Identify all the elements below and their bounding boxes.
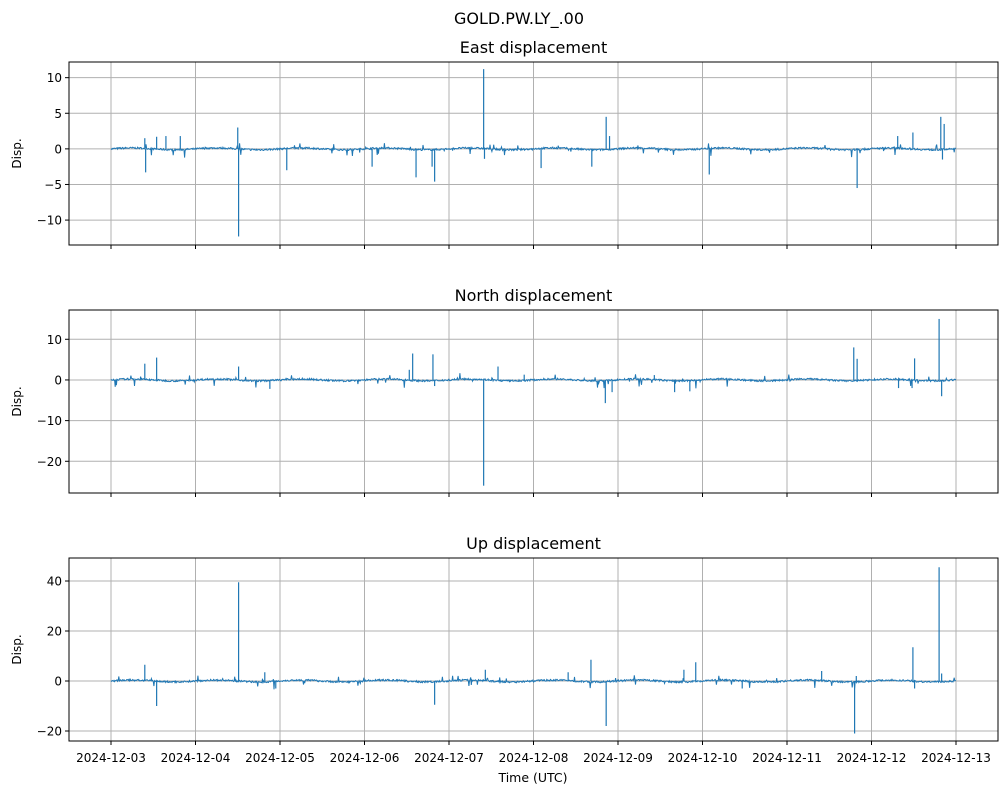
- y-tick-label: 0: [54, 142, 62, 156]
- x-tick-label: 2024-12-11: [752, 751, 822, 765]
- data-line: [110, 675, 957, 690]
- x-tick-label: 2024-12-07: [414, 751, 484, 765]
- y-tick-label: −20: [37, 455, 62, 469]
- y-tick-label: −20: [37, 725, 62, 739]
- y-tick-label: 5: [54, 107, 62, 121]
- axes-frame: [68, 557, 999, 742]
- y-axis-label: Disp.: [10, 634, 24, 664]
- axes-frame: [68, 61, 999, 246]
- panel-1: −20 −10 0 10 North displacement Disp.: [10, 286, 999, 497]
- data-line: [110, 373, 957, 389]
- y-tick-label: −10: [37, 214, 62, 228]
- y-tick-label: −5: [44, 178, 62, 192]
- y-tick-label: 40: [47, 575, 62, 589]
- y-tick-label: 0: [54, 675, 62, 689]
- panel-2: 2024-12-03 2024-12-04 2024-12-05 2024-12-06…: [10, 534, 999, 765]
- x-tick-label: 2024-12-12: [837, 751, 907, 765]
- panel-title: Up displacement: [466, 534, 601, 553]
- x-tick-label: 2024-12-09: [583, 751, 653, 765]
- data-line: [110, 143, 957, 158]
- y-tick-label: 20: [47, 625, 62, 639]
- panel-0: −10 −5 0 5 10 East displacement Disp.: [10, 38, 999, 249]
- x-tick-label: 2024-12-03: [76, 751, 146, 765]
- panel-title: North displacement: [455, 286, 613, 305]
- x-tick-label: 2024-12-10: [668, 751, 738, 765]
- x-tick-label: 2024-12-04: [161, 751, 231, 765]
- panel-title: East displacement: [460, 38, 607, 57]
- y-tick-label: 10: [47, 71, 62, 85]
- y-tick-label: 10: [47, 333, 62, 347]
- x-axis-label: Time (UTC): [497, 770, 567, 785]
- x-tick-label: 2024-12-08: [499, 751, 569, 765]
- y-axis-label: Disp.: [10, 386, 24, 416]
- x-tick-label: 2024-12-06: [330, 751, 400, 765]
- x-tick-label: 2024-12-13: [921, 751, 991, 765]
- figure-title: GOLD.PW.LY_.00: [454, 9, 584, 29]
- x-tick-label: 2024-12-05: [245, 751, 315, 765]
- axes-frame: [68, 309, 999, 494]
- y-tick-label: −10: [37, 414, 62, 428]
- y-tick-label: 0: [54, 373, 62, 387]
- y-axis-label: Disp.: [10, 138, 24, 168]
